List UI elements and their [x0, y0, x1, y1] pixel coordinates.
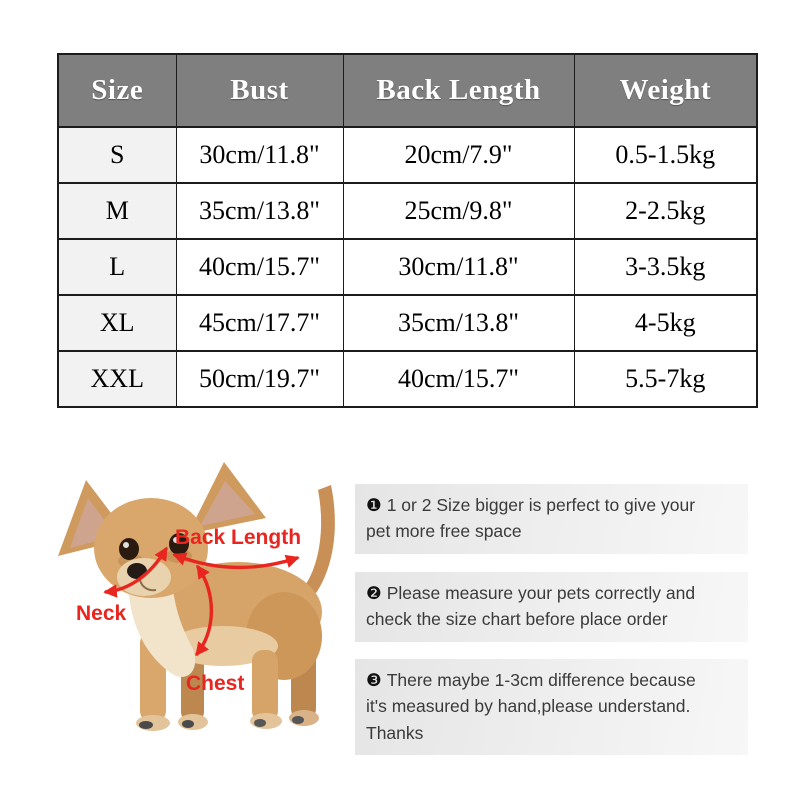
note-1-number-icon: ❶: [366, 495, 382, 515]
col-header-bust: Bust: [175, 53, 344, 128]
col-header-size: Size: [57, 53, 177, 128]
bust-cell: 30cm/11.8": [175, 126, 344, 184]
bust-cell: 50cm/19.7": [175, 350, 344, 408]
note-2-text: Please measure your pets correctly and c…: [366, 583, 696, 630]
dog-measurement-diagram: Back Length Neck Chest: [28, 460, 350, 752]
note-2: ❷ Please measure your pets correctly and …: [355, 572, 748, 642]
neck-label: Neck: [76, 602, 127, 625]
size-cell: XL: [57, 294, 177, 352]
size-cell: XXL: [57, 350, 177, 408]
size-cell: S: [57, 126, 177, 184]
chest-label: Chest: [186, 672, 244, 695]
note-3-number-icon: ❸: [366, 670, 382, 690]
table-row-l: L 40cm/15.7" 30cm/11.8" 3-3.5kg: [57, 238, 758, 296]
size-cell: L: [57, 238, 177, 296]
weight-cell: 2-2.5kg: [573, 182, 758, 240]
back-length-label: Back Length: [175, 526, 301, 549]
chest-arrow: [195, 564, 214, 657]
table-header-row: Size Bust Back Length Weight: [57, 53, 758, 128]
note-3: ❸ There maybe 1-3cm difference because it…: [355, 659, 748, 755]
dog-illustration: Back Length Neck Chest: [58, 462, 335, 731]
note-3-text: There maybe 1-3cm difference because it'…: [366, 670, 696, 743]
back-length-arrow: [172, 552, 300, 570]
note-1-text: 1 or 2 Size bigger is perfect to give yo…: [366, 495, 696, 542]
weight-cell: 0.5-1.5kg: [573, 126, 758, 184]
back-length-cell: 20cm/7.9": [342, 126, 575, 184]
bust-cell: 40cm/15.7": [175, 238, 344, 296]
col-header-weight: Weight: [573, 53, 758, 128]
size-table: Size Bust Back Length Weight S 30cm/11.8…: [57, 53, 758, 408]
back-length-cell: 40cm/15.7": [342, 350, 575, 408]
weight-cell: 4-5kg: [573, 294, 758, 352]
size-cell: M: [57, 182, 177, 240]
bust-cell: 35cm/13.8": [175, 182, 344, 240]
weight-cell: 3-3.5kg: [573, 238, 758, 296]
table-row-m: M 35cm/13.8" 25cm/9.8" 2-2.5kg: [57, 182, 758, 240]
back-length-cell: 30cm/11.8": [342, 238, 575, 296]
bust-cell: 45cm/17.7": [175, 294, 344, 352]
col-header-back-length: Back Length: [342, 53, 575, 128]
back-length-cell: 25cm/9.8": [342, 182, 575, 240]
back-length-cell: 35cm/13.8": [342, 294, 575, 352]
table-row-s: S 30cm/11.8" 20cm/7.9" 0.5-1.5kg: [57, 126, 758, 184]
neck-arrow: [103, 546, 168, 598]
weight-cell: 5.5-7kg: [573, 350, 758, 408]
table-row-xl: XL 45cm/17.7" 35cm/13.8" 4-5kg: [57, 294, 758, 352]
table-row-xxl: XXL 50cm/19.7" 40cm/15.7" 5.5-7kg: [57, 350, 758, 408]
note-2-number-icon: ❷: [366, 583, 382, 603]
